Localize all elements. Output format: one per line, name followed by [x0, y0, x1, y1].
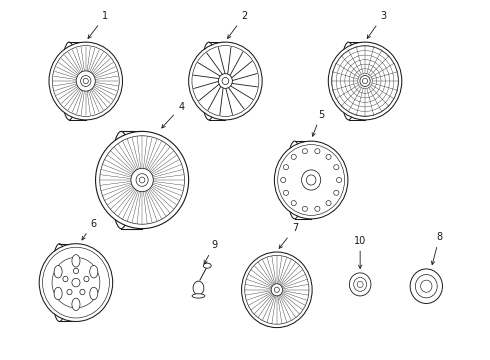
Ellipse shape [242, 252, 312, 328]
Ellipse shape [354, 278, 367, 291]
Ellipse shape [222, 77, 229, 85]
Text: 6: 6 [82, 219, 96, 240]
Text: 2: 2 [227, 11, 247, 39]
Ellipse shape [278, 145, 344, 215]
Ellipse shape [100, 136, 184, 224]
Ellipse shape [301, 170, 320, 190]
Ellipse shape [203, 48, 215, 114]
Ellipse shape [203, 263, 211, 268]
Ellipse shape [83, 78, 88, 84]
Text: 8: 8 [431, 232, 442, 265]
Ellipse shape [80, 289, 85, 295]
Ellipse shape [334, 165, 339, 170]
Text: 1: 1 [88, 11, 108, 39]
Ellipse shape [61, 42, 77, 120]
Ellipse shape [192, 294, 205, 298]
Ellipse shape [302, 206, 308, 211]
Ellipse shape [63, 276, 68, 282]
Ellipse shape [201, 42, 217, 120]
Ellipse shape [67, 289, 72, 295]
Text: 7: 7 [279, 223, 298, 248]
Ellipse shape [90, 265, 98, 278]
Ellipse shape [96, 131, 189, 229]
Ellipse shape [72, 255, 80, 267]
Ellipse shape [189, 42, 262, 120]
Ellipse shape [52, 257, 100, 308]
Ellipse shape [360, 76, 370, 86]
Ellipse shape [84, 276, 89, 282]
Ellipse shape [90, 287, 98, 300]
Ellipse shape [283, 165, 289, 170]
Ellipse shape [291, 201, 296, 206]
Ellipse shape [54, 287, 62, 300]
Text: 4: 4 [162, 102, 184, 128]
Ellipse shape [315, 206, 320, 211]
Ellipse shape [274, 141, 348, 219]
Ellipse shape [54, 265, 62, 278]
Text: 10: 10 [354, 235, 366, 269]
Ellipse shape [39, 244, 113, 321]
Ellipse shape [416, 275, 437, 298]
Text: 5: 5 [312, 109, 324, 136]
Ellipse shape [326, 154, 331, 159]
Text: 3: 3 [367, 11, 386, 39]
Ellipse shape [136, 174, 148, 186]
Ellipse shape [63, 48, 75, 114]
Ellipse shape [328, 42, 402, 120]
Ellipse shape [139, 177, 145, 183]
Ellipse shape [274, 287, 279, 292]
Ellipse shape [341, 42, 357, 120]
Ellipse shape [49, 42, 122, 120]
Ellipse shape [72, 278, 80, 287]
Ellipse shape [326, 201, 331, 206]
Ellipse shape [332, 46, 398, 116]
Ellipse shape [51, 244, 68, 321]
Text: 9: 9 [204, 240, 217, 264]
Ellipse shape [363, 78, 368, 84]
Ellipse shape [74, 268, 78, 274]
Ellipse shape [111, 131, 131, 229]
Ellipse shape [271, 284, 283, 296]
Ellipse shape [52, 46, 119, 116]
Ellipse shape [420, 280, 432, 292]
Ellipse shape [357, 281, 363, 288]
Ellipse shape [43, 247, 109, 318]
Ellipse shape [410, 269, 442, 303]
Ellipse shape [291, 154, 296, 159]
Ellipse shape [72, 298, 80, 311]
Ellipse shape [287, 141, 303, 219]
Ellipse shape [131, 168, 153, 192]
Ellipse shape [302, 149, 308, 154]
Ellipse shape [306, 175, 316, 185]
Ellipse shape [219, 73, 232, 89]
Ellipse shape [337, 177, 342, 183]
Ellipse shape [76, 71, 95, 91]
Ellipse shape [53, 249, 66, 316]
Ellipse shape [283, 190, 289, 195]
Ellipse shape [349, 273, 371, 296]
Ellipse shape [245, 255, 309, 324]
Ellipse shape [289, 147, 301, 213]
Ellipse shape [343, 48, 355, 114]
Ellipse shape [334, 190, 339, 195]
Ellipse shape [114, 139, 129, 221]
Ellipse shape [315, 149, 320, 154]
Ellipse shape [192, 46, 259, 116]
Ellipse shape [80, 76, 91, 86]
Ellipse shape [281, 177, 286, 183]
Ellipse shape [193, 281, 204, 295]
